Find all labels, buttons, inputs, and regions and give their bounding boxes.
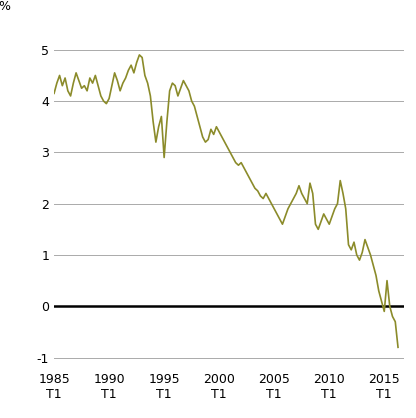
Text: %: % [0,0,10,13]
